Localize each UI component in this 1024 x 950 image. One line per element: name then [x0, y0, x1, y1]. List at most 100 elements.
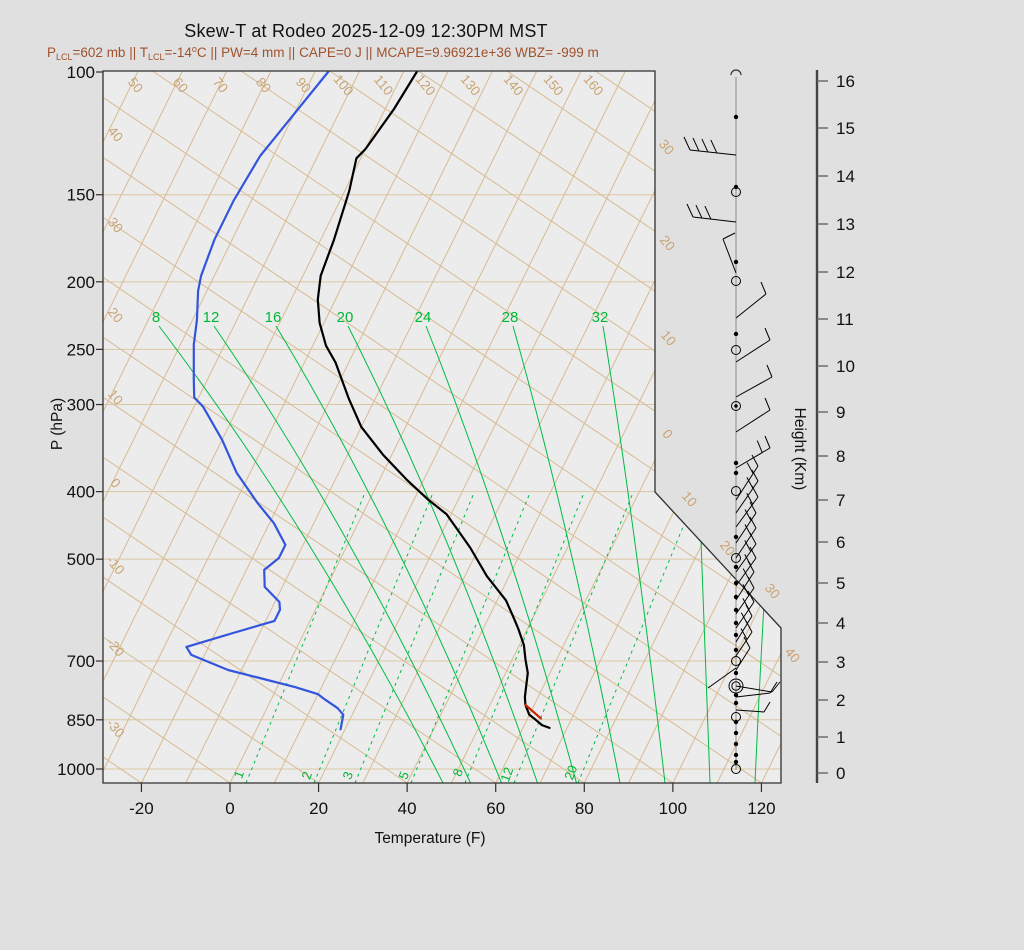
mixing-ratio-label: 5: [395, 769, 412, 781]
height-tick-label: 1: [836, 728, 845, 747]
isotherm-label: 50: [125, 75, 146, 96]
moist-adiabat-label: 16: [265, 309, 282, 326]
temperature-axis-label: Temperature (F): [374, 830, 486, 847]
height-tick-label: 3: [836, 653, 845, 672]
wind-level-dot: [733, 470, 739, 476]
height-tick-label: 9: [836, 403, 845, 422]
wind-barb: [735, 532, 757, 573]
isotherm-label: 30: [762, 581, 783, 602]
pressure-tick-label: 700: [67, 652, 95, 671]
pressure-axis-ticks: [96, 71, 103, 770]
isotherm-label: 40: [782, 645, 803, 666]
isotherm-label: 10: [105, 387, 126, 408]
pressure-tick-label: 250: [67, 340, 95, 359]
temperature-tick-label: 100: [659, 799, 687, 818]
moist-adiabat-label: 20: [337, 309, 354, 326]
temperature-tick-label: 80: [575, 799, 594, 818]
pressure-tick-label: 300: [67, 396, 95, 415]
param-p: P: [47, 45, 57, 60]
height-tick-label: 16: [836, 72, 855, 91]
wind-level-circle: [731, 486, 741, 496]
isotherm-label: 40: [105, 124, 126, 145]
param-rest: C || PW=4 mm || CAPE=0 J || MCAPE=9.9692…: [196, 45, 599, 60]
wind-level-dot: [733, 759, 739, 765]
temperature-axis-ticks: [140, 783, 763, 792]
isotherm-label: 80: [253, 75, 274, 96]
isotherm-label: 90: [293, 75, 314, 96]
wind-level-dot: [733, 670, 739, 676]
pressure-tick-label: 400: [67, 483, 95, 502]
wind-level-dot: [733, 534, 739, 540]
wind-barb: [686, 203, 737, 223]
height-tick-label: 4: [836, 614, 845, 633]
moist-adiabat-label: 28: [502, 309, 519, 326]
pressure-axis-label: P (hPa): [49, 397, 66, 451]
wind-level-dot: [733, 700, 739, 706]
wind-level-dot: [733, 752, 739, 758]
isotherm-label: 20: [717, 538, 738, 559]
height-tick-label: 12: [836, 263, 855, 282]
chart-title: Skew-T at Rodeo 2025-12-09 12:30PM MST: [184, 21, 548, 41]
isotherm-label: 20: [105, 305, 126, 326]
isotherm-label: 20: [657, 233, 678, 254]
temperature-tick-label: 120: [747, 799, 775, 818]
isotherm-label: 30: [656, 137, 677, 158]
temperature-tick-label: 0: [225, 799, 234, 818]
height-tick-label: 10: [836, 357, 855, 376]
isotherm-label: 60: [170, 75, 191, 96]
param-mid2: =-14: [164, 45, 192, 60]
pressure-tick-labels: 100 150 200 250 300 400 500 700 850 1000: [57, 63, 95, 779]
isotherm-label: 10: [658, 328, 679, 349]
param-deg-sup: o: [191, 44, 197, 54]
mixing-ratio-label: 1: [230, 768, 247, 780]
wind-level-dot: [733, 730, 739, 736]
wind-level-dot: [734, 404, 738, 408]
wind-barb: [735, 501, 757, 544]
wind-level-inner-circle: [731, 681, 741, 691]
moist-adiabat-label: 12: [203, 309, 220, 326]
mixing-ratio-label: 2: [298, 769, 315, 781]
dewpoint-trace: [185, 71, 345, 731]
pressure-tick-label: 200: [67, 273, 95, 292]
temperature-tick-label: 60: [486, 799, 505, 818]
wind-level-circle: [731, 553, 741, 563]
height-axis-label: Height (Km): [791, 407, 808, 491]
param-p-sub: LCL: [56, 52, 73, 62]
wind-level-dot: [733, 114, 739, 120]
surface-overlay-trace: [524, 703, 542, 720]
height-tick-label: 6: [836, 533, 845, 552]
moist-adiabat-label: 32: [592, 309, 609, 326]
isotherm-label: 70: [210, 75, 231, 96]
wind-level-circle: [731, 401, 741, 411]
mixing-ratio-labels: 1 2 3 5 8 12 20: [230, 763, 580, 784]
chart-parameters-line: PLCL=602 mb || TLCL=-14oC || PW=4 mm || …: [47, 44, 599, 62]
sounding-traces: [185, 71, 551, 731]
wind-barb: [707, 667, 737, 689]
temperature-tick-label: 20: [309, 799, 328, 818]
wind-level-circle: [731, 656, 741, 666]
height-tick-label: 7: [836, 491, 845, 510]
wind-barb: [735, 701, 771, 713]
moist-adiabat-labels: 8 12 16 20 24 28 32: [152, 309, 609, 326]
temperature-tick-label: 40: [398, 799, 417, 818]
wind-barb: [735, 620, 753, 657]
plot-frame: [96, 70, 782, 792]
mixing-ratio-label: 20: [561, 763, 580, 782]
wind-barb: [735, 435, 771, 469]
height-tick-label: 2: [836, 691, 845, 710]
pressure-tick-label: 100: [67, 63, 95, 82]
height-tick-label: 5: [836, 574, 845, 593]
mixing-ratio-label: 12: [497, 765, 516, 784]
temperature-trace: [316, 71, 551, 729]
temperature-tick-label: -20: [129, 799, 154, 818]
param-mid1: =602 mb || T: [72, 45, 148, 60]
wind-level-dot: [733, 632, 739, 638]
wind-barb-column: [683, 69, 781, 774]
wind-level-dot: [733, 259, 739, 265]
wind-barb: [735, 485, 759, 528]
wind-level-dot: [733, 607, 739, 613]
isotherm-label: 0: [659, 426, 675, 441]
